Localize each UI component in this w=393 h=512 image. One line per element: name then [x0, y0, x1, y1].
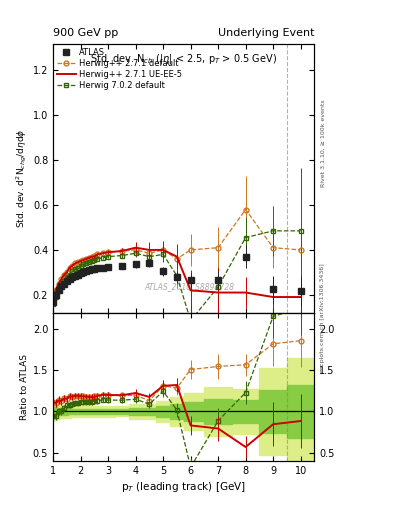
X-axis label: p$_T$ (leading track) [GeV]: p$_T$ (leading track) [GeV] — [121, 480, 246, 494]
Text: mcplots.cern.ch [arXiv:1306.3436]: mcplots.cern.ch [arXiv:1306.3436] — [320, 263, 325, 372]
Text: ATLAS_2010_S8894728: ATLAS_2010_S8894728 — [144, 282, 234, 291]
Text: 900 GeV pp: 900 GeV pp — [53, 28, 118, 38]
Text: Rivet 3.1.10, ≥ 100k events: Rivet 3.1.10, ≥ 100k events — [320, 99, 325, 187]
Legend: ATLAS, Herwig++ 2.7.1 default, Herwig++ 2.7.1 UE-EE-5, Herwig 7.0.2 default: ATLAS, Herwig++ 2.7.1 default, Herwig++ … — [55, 46, 184, 92]
Y-axis label: Ratio to ATLAS: Ratio to ATLAS — [20, 354, 29, 420]
Y-axis label: Std. dev. d$^2$N$_{chg}$/d$\eta$d$\phi$: Std. dev. d$^2$N$_{chg}$/d$\eta$d$\phi$ — [14, 129, 29, 228]
Text: Underlying Event: Underlying Event — [218, 28, 314, 38]
Text: Std. dev. N$_{ch}$ (|$\eta$| < 2.5, p$_T$ > 0.5 GeV): Std. dev. N$_{ch}$ (|$\eta$| < 2.5, p$_T… — [90, 52, 277, 66]
